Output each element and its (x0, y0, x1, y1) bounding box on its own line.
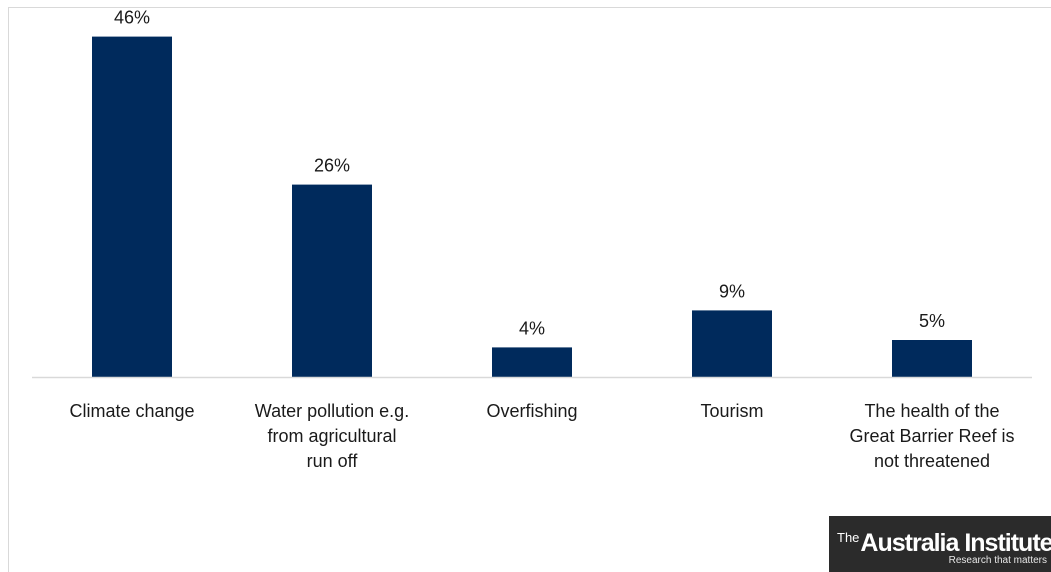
logo-the: The (837, 530, 860, 545)
bar-1 (92, 36, 172, 377)
category-label-line: Tourism (700, 401, 763, 421)
category-label-line: Water pollution e.g. (255, 401, 409, 421)
data-label-1: 46% (114, 8, 150, 28)
category-label-line: run off (307, 451, 359, 471)
data-label-3: 4% (519, 318, 545, 338)
bar-5 (892, 340, 972, 377)
australia-institute-logo: TheAustralia Institute Research that mat… (829, 516, 1051, 572)
bars-layer (92, 36, 972, 377)
logo-tagline: Research that matters (948, 555, 1047, 566)
logo-name: Australia Institute (860, 529, 1051, 557)
bar-2 (292, 184, 372, 377)
bar-4 (692, 310, 772, 377)
category-label-line: Great Barrier Reef is (849, 426, 1014, 446)
labels-layer: 46% Climate change 26% Water pollution e.g.… (69, 8, 1014, 471)
bar-3 (492, 347, 572, 377)
logo-wordmark: TheAustralia Institute (837, 524, 1051, 557)
category-label-line: Climate change (69, 401, 194, 421)
data-label-2: 26% (314, 156, 350, 176)
category-label-line: Overfishing (486, 401, 577, 421)
category-label-4: Tourism (700, 401, 763, 421)
category-label-5: The health of the Great Barrier Reef is no… (849, 401, 1014, 471)
category-label-line: from agricultural (267, 426, 396, 446)
data-label-5: 5% (919, 311, 945, 331)
category-label-line: The health of the (864, 401, 999, 421)
data-label-4: 9% (719, 281, 745, 301)
category-label-2: Water pollution e.g. from agricultural run… (255, 401, 409, 471)
category-label-1: Climate change (69, 401, 194, 421)
category-label-line: not threatened (874, 451, 990, 471)
category-label-3: Overfishing (486, 401, 577, 421)
